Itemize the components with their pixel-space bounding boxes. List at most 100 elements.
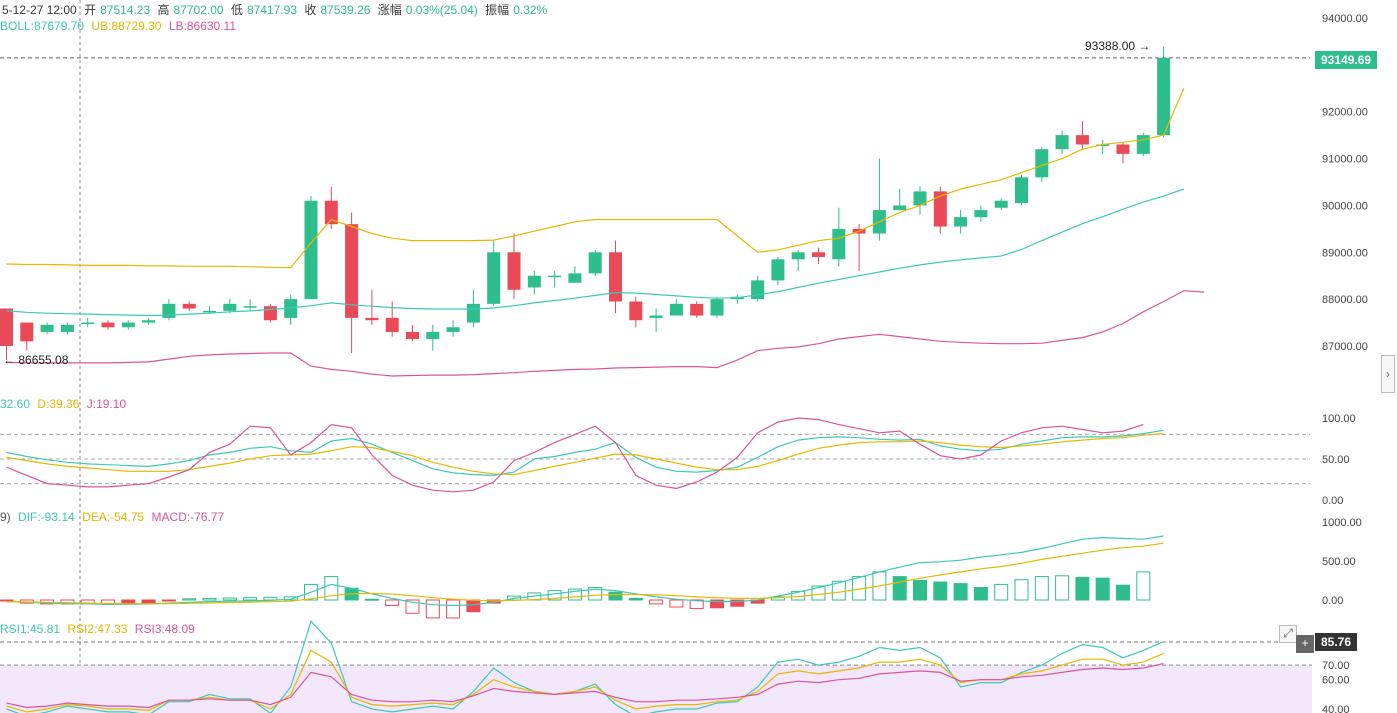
rsi1-line (6, 620, 1164, 713)
rsi2-legend: RSI2:47.33 (67, 622, 128, 636)
rsi1-legend: RSI1:45.81 (0, 622, 61, 636)
macd-bar (425, 599, 440, 619)
amplitude-value: 0.32% (513, 3, 548, 17)
ohlc-header: 5-12-27 12:00 开 87514.23 高 87702.00 低 87417… (2, 1, 551, 18)
macd-bar (669, 599, 684, 608)
candle-body (507, 252, 521, 290)
boll-ub-line (6, 88, 1185, 269)
boll-lines (6, 88, 1205, 377)
kdj-d-line (6, 433, 1164, 476)
candle-body (324, 200, 338, 225)
boll-ub-legend: UB:88729.30 (91, 19, 162, 33)
macd-dea-legend: DEA:-54.75 (82, 510, 145, 524)
candle-body (1055, 135, 1069, 150)
candle-body (487, 252, 501, 304)
boll-mid-legend: BOLL:87679.70 (0, 19, 85, 33)
candle-body (649, 315, 663, 318)
min-price-label: ← 86655.08 (3, 353, 69, 367)
y-axis-ticks: 94000.0093000.0092000.0091000.0090000.00… (1322, 13, 1368, 713)
macd-bar (1075, 576, 1090, 601)
candle-body (791, 252, 805, 260)
max-price-text: 93388.00 (1085, 39, 1136, 53)
kdj-axis-tick: 100.00 (1322, 413, 1356, 425)
candle-body (913, 191, 927, 206)
macd-bar (283, 596, 298, 601)
candle-body (1157, 57, 1171, 136)
macd-bar (202, 597, 217, 601)
candle-body (1116, 144, 1130, 154)
macd-bar (649, 599, 664, 605)
candle-body (1015, 177, 1028, 204)
price-axis-tick: 91000.00 (1322, 154, 1368, 166)
rsi-lines (6, 620, 1164, 713)
candle-body (690, 303, 704, 316)
macd-bar (446, 599, 461, 619)
rsi3-legend: RSI3:48.09 (134, 622, 195, 636)
macd-bar (1034, 576, 1049, 601)
macd-bar (1014, 579, 1029, 601)
price-axis-tick: 89000.00 (1322, 247, 1368, 259)
candle-body (933, 191, 947, 227)
kdj-legend: 32.60 D:39.36 J:19.10 (0, 397, 130, 411)
candle-body (60, 324, 74, 332)
macd-dif-legend: DIF:-93.14 (18, 510, 75, 524)
crosshair-add-icon[interactable]: + (1296, 635, 1314, 653)
macd-bar (385, 599, 400, 606)
rsi-axis-tick: 40.00 (1322, 704, 1350, 713)
last-price-badge: 93149.69 (1315, 51, 1378, 69)
candle-body (568, 273, 582, 283)
candle-body (527, 275, 541, 288)
rsi-band (0, 665, 1312, 713)
macd-dea-line (6, 542, 1164, 605)
candle-body (263, 306, 277, 321)
macd-bar (466, 599, 481, 613)
boll-lb-line (6, 290, 1205, 377)
candle-body (203, 310, 216, 313)
macd-bar (608, 591, 623, 601)
macd-bar (892, 576, 907, 601)
change-label: 涨幅 (377, 3, 402, 17)
macd-bar (710, 599, 724, 609)
boll-mid-line (6, 188, 1185, 317)
macd-value-legend: MACD:-76.77 (151, 510, 225, 524)
kdj-j-legend: J:19.10 (86, 397, 127, 411)
high-value: 87702.00 (173, 3, 224, 17)
price-axis-tick: 88000.00 (1322, 294, 1368, 306)
macd-axis-tick: 0.00 (1322, 595, 1343, 607)
candle-body (1035, 149, 1049, 178)
candle-body (20, 322, 34, 342)
kdj-k-line (6, 429, 1164, 477)
low-value: 87417.93 (246, 3, 297, 17)
chart-grid (0, 0, 1312, 713)
high-label: 高 (157, 3, 170, 17)
macd-bar (628, 597, 643, 601)
fullscreen-icon[interactable]: ⤢ (1279, 625, 1297, 643)
candle-body (121, 322, 135, 328)
macd-legend: 9) DIF:-93.14 DEA:-54.75 MACD:-76.77 (0, 510, 228, 524)
rsi3-line (6, 663, 1164, 709)
candle-body (0, 308, 13, 346)
candle-body (994, 200, 1008, 208)
price-axis-tick: 87000.00 (1322, 341, 1368, 353)
price-axis-tick: 92000.00 (1322, 107, 1368, 119)
rsi-axis-tick: 60.00 (1322, 675, 1350, 687)
candle-body (446, 327, 460, 332)
candle-body (954, 217, 968, 227)
candle-body (1096, 144, 1110, 147)
macd-bar (0, 599, 14, 602)
macd-bar (933, 581, 948, 601)
macd-bar (588, 587, 603, 601)
candle-body (588, 252, 602, 274)
macd-bar (405, 599, 420, 614)
min-price-text: 86655.08 (18, 353, 69, 367)
kdj-k-legend: 32.60 (0, 397, 31, 411)
candle-body (101, 322, 115, 328)
macd-prefix: 9) (0, 510, 11, 524)
macd-bar (811, 585, 826, 601)
price-axis-tick: 90000.00 (1322, 200, 1368, 212)
candlestick-series (0, 46, 1171, 361)
candle-body (426, 331, 440, 339)
open-label: 开 (84, 3, 97, 17)
panel-expand-icon[interactable]: › (1381, 355, 1395, 393)
